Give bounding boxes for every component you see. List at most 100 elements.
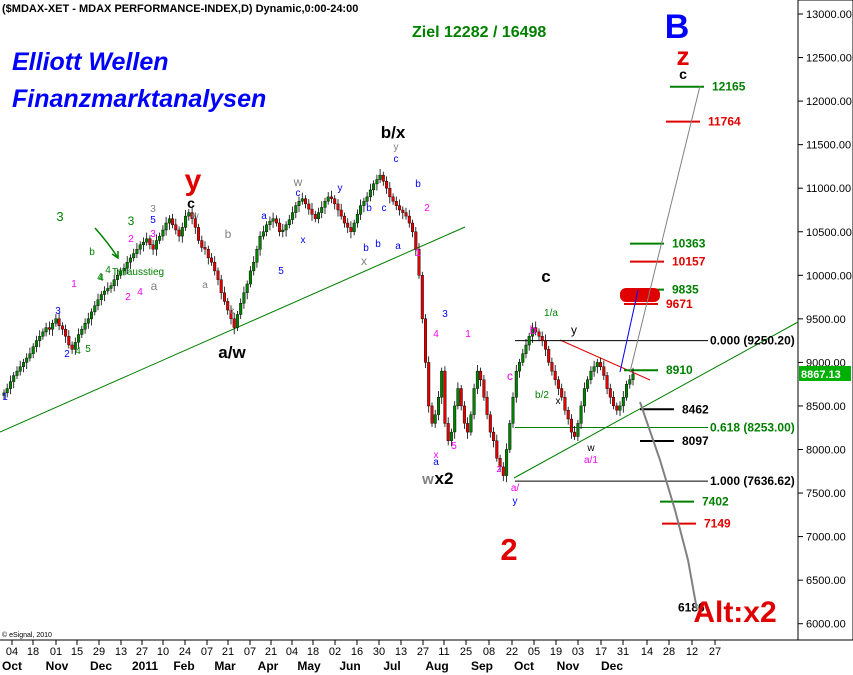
- candle-body: [31, 346, 35, 354]
- wave-label: 1: [465, 329, 471, 340]
- candle-body: [440, 370, 444, 398]
- candle-body: [375, 179, 379, 185]
- wave-label: 2: [500, 532, 517, 567]
- candle-body: [566, 410, 570, 420]
- wave-label: x: [434, 450, 439, 461]
- candle-body: [297, 201, 301, 206]
- candle-body: [187, 212, 191, 217]
- candle-body: [171, 218, 175, 225]
- wave-label: z: [497, 464, 502, 475]
- candle-body: [556, 379, 560, 389]
- candle-body: [18, 366, 22, 372]
- candle-body: [417, 248, 421, 276]
- wave-label: a: [151, 279, 158, 293]
- candle-body: [618, 405, 622, 411]
- candle-body: [125, 262, 129, 269]
- candle-body: [132, 253, 136, 259]
- candle-body: [229, 309, 233, 320]
- candle-body: [34, 340, 38, 347]
- month-label: Jul: [383, 659, 400, 673]
- candle-body: [385, 180, 389, 189]
- candle-body: [459, 388, 463, 407]
- candle-body: [135, 248, 139, 254]
- candle-body: [621, 397, 625, 407]
- wave-label: c: [394, 154, 399, 165]
- x-tick-label: 25: [460, 646, 472, 658]
- candle-body: [498, 458, 502, 468]
- candle-body: [245, 283, 249, 293]
- candle-body: [368, 189, 372, 198]
- candle-body: [586, 379, 590, 389]
- wave-label: Teilausstieg: [112, 267, 164, 278]
- candle-body: [174, 224, 178, 231]
- candle-body: [28, 353, 32, 359]
- candle-body: [628, 379, 632, 385]
- candle-body: [437, 397, 441, 415]
- candle-body: [64, 329, 68, 337]
- candle-body: [485, 397, 489, 415]
- candle-body: [115, 275, 119, 280]
- candle-body: [287, 219, 291, 226]
- candle-body: [501, 466, 505, 476]
- wave-label: a/: [511, 483, 520, 494]
- level-label: 7149: [704, 517, 731, 531]
- candle-body: [261, 231, 265, 237]
- x-tick-label: 07: [244, 646, 256, 658]
- month-label: Dec: [601, 659, 623, 673]
- candle-body: [67, 336, 71, 346]
- candle-body: [407, 215, 411, 224]
- current-price-label: 8867.13: [801, 369, 841, 381]
- candle-body: [537, 331, 541, 337]
- candle-body: [209, 257, 213, 263]
- candle-body: [404, 212, 408, 217]
- candle-body: [560, 388, 564, 398]
- wave-label: c: [230, 306, 235, 317]
- candle-body: [553, 370, 557, 381]
- candle-body: [271, 218, 275, 222]
- target-zone-box: [620, 288, 660, 302]
- candle-body: [625, 384, 629, 398]
- candle-body: [488, 414, 492, 433]
- wave-label: 3: [55, 306, 61, 317]
- wave-label: b: [415, 179, 421, 190]
- y-tick-label: 13000.00: [806, 9, 852, 21]
- candle-body: [274, 218, 278, 224]
- x-tick-label: 27: [136, 646, 148, 658]
- candle-body: [475, 370, 479, 389]
- y-tick-label: 11000.00: [806, 183, 851, 195]
- x-tick-label: 15: [71, 646, 83, 658]
- candle-body: [93, 305, 97, 313]
- candle-body: [96, 299, 100, 307]
- level-label: 9835: [672, 283, 699, 297]
- trendline-short: [513, 321, 799, 479]
- candle-body: [355, 214, 359, 224]
- x-tick-label: 18: [307, 646, 319, 658]
- candle-body: [398, 205, 402, 211]
- candle-body: [226, 301, 230, 311]
- candle-body: [342, 215, 346, 224]
- trendline-resistance: [559, 339, 651, 381]
- y-tick-label: 6000.00: [806, 619, 846, 631]
- x-tick-label: 13: [115, 646, 127, 658]
- teilausstieg-arrow-icon: [94, 227, 119, 260]
- candle-body: [453, 405, 457, 433]
- candle-body: [158, 235, 162, 241]
- wave-label: 3: [56, 209, 63, 224]
- month-label: Dec: [90, 659, 112, 673]
- candle-body: [291, 212, 295, 220]
- wave-label: b/x: [381, 123, 406, 142]
- candle-body: [268, 221, 272, 226]
- candle-body: [333, 198, 337, 205]
- x-tick-label: 30: [373, 646, 385, 658]
- candle-body: [336, 203, 340, 211]
- candle-body: [330, 196, 334, 199]
- wave-label: 4: [97, 272, 103, 283]
- month-label: May: [297, 659, 321, 673]
- candle-body: [492, 431, 496, 442]
- y-tick-label: 12500.00: [806, 53, 852, 65]
- candle-body: [278, 222, 282, 232]
- candle-body: [362, 201, 366, 206]
- y-tick-label: 12000.00: [806, 96, 852, 108]
- wave-label: y: [394, 142, 399, 153]
- candle-body: [631, 373, 635, 381]
